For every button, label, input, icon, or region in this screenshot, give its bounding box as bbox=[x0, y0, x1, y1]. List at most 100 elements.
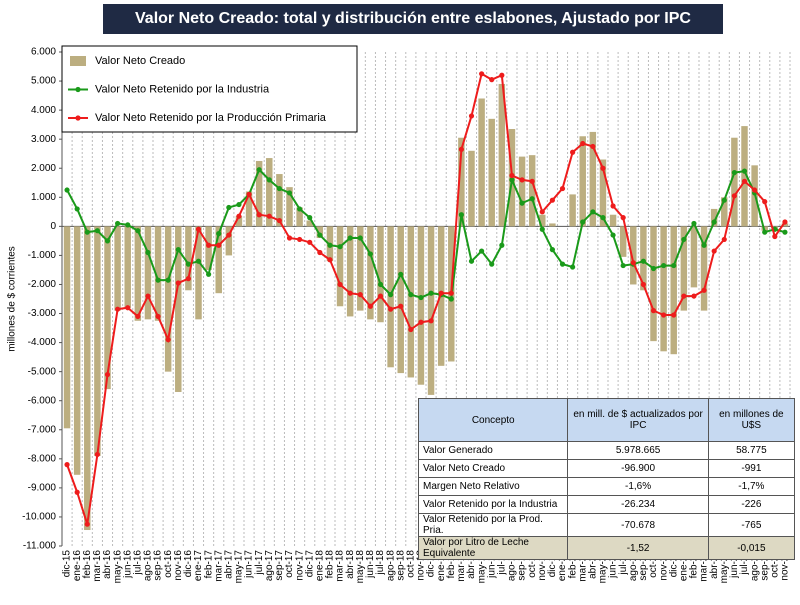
y-tick-label: -9.000 bbox=[28, 483, 57, 494]
bar bbox=[619, 226, 627, 257]
bar bbox=[518, 156, 526, 227]
table-cell: -226 bbox=[707, 495, 796, 514]
point bbox=[94, 451, 100, 458]
point bbox=[580, 140, 586, 147]
point bbox=[317, 249, 323, 256]
point bbox=[671, 262, 677, 269]
x-tick-label: feb-20 bbox=[567, 550, 578, 579]
legend-swatch bbox=[75, 115, 81, 121]
bar bbox=[488, 118, 495, 227]
bar bbox=[579, 136, 586, 227]
table-cell: -70.678 bbox=[567, 513, 709, 537]
point bbox=[377, 281, 384, 288]
table-cell: en mill. de $ actualizados por IPC bbox=[567, 398, 709, 442]
point bbox=[428, 290, 434, 296]
table-row: Valor por Litro de Leche Equivalente -1,5… bbox=[417, 536, 796, 560]
y-tick-label: -6.000 bbox=[28, 395, 57, 406]
point bbox=[408, 326, 414, 333]
bar bbox=[73, 226, 81, 475]
point bbox=[276, 185, 282, 192]
point bbox=[752, 187, 758, 193]
x-tick-label: feb-17 bbox=[203, 550, 214, 579]
point bbox=[549, 247, 555, 253]
x-tick-label: jul-20 bbox=[618, 550, 629, 576]
point bbox=[125, 305, 131, 311]
x-tick-label: abr-20 bbox=[587, 550, 598, 579]
legend-box bbox=[61, 45, 358, 133]
legend: Valor Neto Creado Valor Neto Retenido por… bbox=[61, 45, 358, 133]
point bbox=[539, 226, 545, 232]
bar bbox=[680, 226, 688, 311]
y-tick-label: -10.000 bbox=[22, 512, 56, 523]
point bbox=[479, 71, 485, 77]
bar bbox=[175, 226, 182, 392]
bar bbox=[84, 226, 91, 531]
x-tick-label: oct-21 bbox=[769, 550, 780, 578]
point bbox=[226, 204, 232, 211]
table-cell: Valor Neto Creado bbox=[417, 459, 569, 478]
point bbox=[236, 201, 242, 208]
point bbox=[398, 271, 404, 277]
x-tick-label: mar-18 bbox=[335, 550, 346, 582]
y-axis-label: millones de $ corrientes bbox=[7, 246, 18, 352]
point bbox=[307, 239, 313, 245]
point bbox=[216, 242, 222, 248]
point bbox=[600, 215, 606, 221]
table-cell: -96.900 bbox=[567, 459, 709, 478]
table-cell: -1,7% bbox=[707, 477, 796, 496]
point bbox=[640, 258, 646, 264]
point bbox=[610, 203, 616, 209]
point bbox=[175, 280, 181, 286]
bar bbox=[225, 226, 233, 256]
bar bbox=[589, 131, 597, 227]
point bbox=[357, 292, 363, 298]
x-tick-label: ago-19 bbox=[507, 550, 518, 582]
bar bbox=[144, 226, 152, 320]
bar bbox=[306, 220, 313, 227]
x-tick-label: sep-17 bbox=[274, 550, 285, 581]
point bbox=[286, 190, 293, 196]
point bbox=[337, 281, 343, 288]
point bbox=[650, 265, 657, 272]
y-tick-label: 1.000 bbox=[31, 192, 56, 203]
point bbox=[529, 178, 535, 184]
bar bbox=[367, 226, 374, 320]
x-tick-label: mar-20 bbox=[577, 550, 588, 582]
point bbox=[539, 209, 545, 215]
bar bbox=[104, 226, 111, 390]
x-tick-label: oct-19 bbox=[527, 550, 538, 578]
point bbox=[327, 257, 333, 263]
x-tick-label: sep-18 bbox=[395, 550, 406, 581]
x-tick-label: may-20 bbox=[598, 550, 609, 584]
y-tick-label: -5.000 bbox=[28, 366, 57, 377]
x-tick-label: nov-18 bbox=[416, 550, 427, 581]
x-tick-label: ago-16 bbox=[143, 550, 154, 582]
y-tick-label: -1.000 bbox=[28, 250, 57, 261]
x-tick-label: jul-19 bbox=[496, 550, 507, 576]
point bbox=[347, 235, 353, 241]
table-cell: -26.234 bbox=[567, 495, 709, 514]
point bbox=[762, 199, 768, 205]
point bbox=[741, 168, 748, 174]
bar bbox=[235, 216, 243, 227]
x-tick-label: jun-16 bbox=[122, 550, 133, 579]
bar bbox=[630, 226, 637, 285]
point bbox=[145, 293, 151, 299]
y-tick-label: -2.000 bbox=[28, 279, 57, 290]
table-cell: -1,52 bbox=[567, 536, 709, 560]
x-tick-label: mar-17 bbox=[213, 550, 224, 582]
point bbox=[681, 236, 687, 243]
point bbox=[610, 232, 616, 238]
point bbox=[630, 260, 636, 266]
x-tick-label: jul-21 bbox=[739, 550, 750, 576]
x-tick-label: dic-15 bbox=[62, 550, 73, 578]
table-cell: Valor por Litro de Leche Equivalente bbox=[417, 536, 569, 560]
table-cell: -991 bbox=[707, 459, 796, 478]
title-box bbox=[103, 4, 723, 34]
x-tick-label: dic-19 bbox=[547, 550, 558, 578]
point bbox=[661, 312, 667, 318]
point bbox=[216, 231, 222, 237]
point bbox=[661, 262, 667, 269]
point bbox=[711, 219, 717, 225]
x-tick-label: feb-16 bbox=[82, 550, 93, 579]
